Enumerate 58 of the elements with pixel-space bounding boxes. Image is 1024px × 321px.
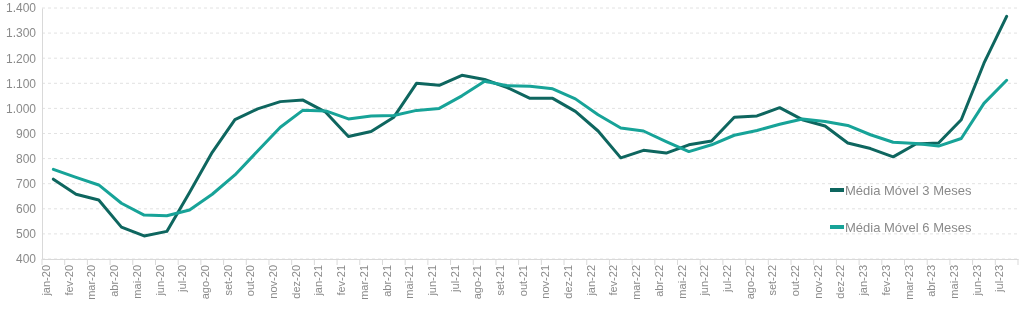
x-tick-label: nov-20	[267, 265, 280, 299]
x-tick-label: out-22	[789, 265, 802, 297]
x-tick-label: ago-20	[198, 265, 211, 300]
x-tick-label: mar-20	[85, 265, 98, 300]
y-tick-label: 400	[15, 252, 37, 267]
x-tick-label: jan-21	[312, 265, 325, 297]
y-tick-label: 500	[15, 227, 37, 242]
x-tick-label: jun-23	[970, 265, 983, 297]
x-tick-label: abr-22	[652, 265, 665, 297]
x-tick-label: dez-22	[834, 265, 847, 299]
x-tick-label: dez-21	[562, 265, 575, 299]
x-tick-label: fev-20	[62, 265, 75, 296]
x-tick-label: out-20	[244, 265, 257, 297]
legend-label: Média Móvel 3 Meses	[845, 182, 972, 198]
x-tick-label: jan-23	[857, 265, 870, 297]
y-tick-label: 700	[15, 177, 37, 192]
y-tick-label: 1.200	[5, 51, 37, 66]
x-tick-label: mai-20	[130, 265, 143, 299]
legend-label: Média Móvel 6 Meses	[845, 219, 972, 235]
x-tick-label: set-22	[766, 265, 779, 296]
x-tick-label: mar-22	[630, 265, 643, 300]
y-tick-label: 1.300	[5, 26, 37, 41]
x-tick-label: set-20	[221, 265, 234, 296]
x-tick-label: ago-21	[471, 265, 484, 300]
x-tick-label: abr-20	[108, 265, 121, 297]
x-tick-label: jan-20	[40, 265, 53, 297]
y-tick-label: 1.400	[5, 1, 37, 16]
x-tick-label: mai-21	[403, 265, 416, 299]
x-tick-label: mar-21	[357, 265, 370, 300]
y-tick-label: 600	[15, 202, 37, 217]
line-series	[51, 14, 1009, 238]
x-tick-label: fev-21	[335, 265, 348, 296]
x-tick-label: fev-23	[879, 265, 892, 296]
x-tick-label: jan-22	[584, 265, 597, 297]
x-tick-label: jun-22	[698, 265, 711, 297]
x-tick-label: jul-23	[993, 265, 1006, 293]
x-tick-label: mai-23	[947, 265, 960, 299]
x-tick-label: dez-20	[289, 265, 302, 299]
x-tick-label: jul-20	[176, 265, 189, 293]
y-tick-label: 900	[15, 126, 37, 141]
y-tick-label: 1.100	[5, 76, 37, 91]
x-tick-label: ago-22	[743, 265, 756, 300]
x-tick-label: set-21	[494, 265, 506, 296]
x-tick-label: mar-23	[902, 265, 915, 300]
x-tick-label: jun-20	[153, 265, 166, 297]
y-tick-label: 800	[15, 151, 37, 166]
x-tick-label: abr-21	[380, 265, 393, 297]
x-tick-label: mai-22	[675, 265, 688, 299]
x-tick-label: abr-23	[925, 265, 938, 297]
y-tick-label: 1.000	[5, 101, 37, 116]
x-tick-label: out-21	[516, 265, 529, 297]
x-tick-label: fev-22	[607, 265, 620, 296]
x-tick-label: jul-22	[720, 265, 733, 293]
line-series	[51, 78, 1009, 218]
x-tick-label: nov-21	[539, 265, 552, 299]
x-tick-label: nov-22	[811, 265, 824, 299]
x-tick-label: jul-21	[448, 265, 461, 293]
x-tick-label: jun-21	[425, 265, 438, 297]
